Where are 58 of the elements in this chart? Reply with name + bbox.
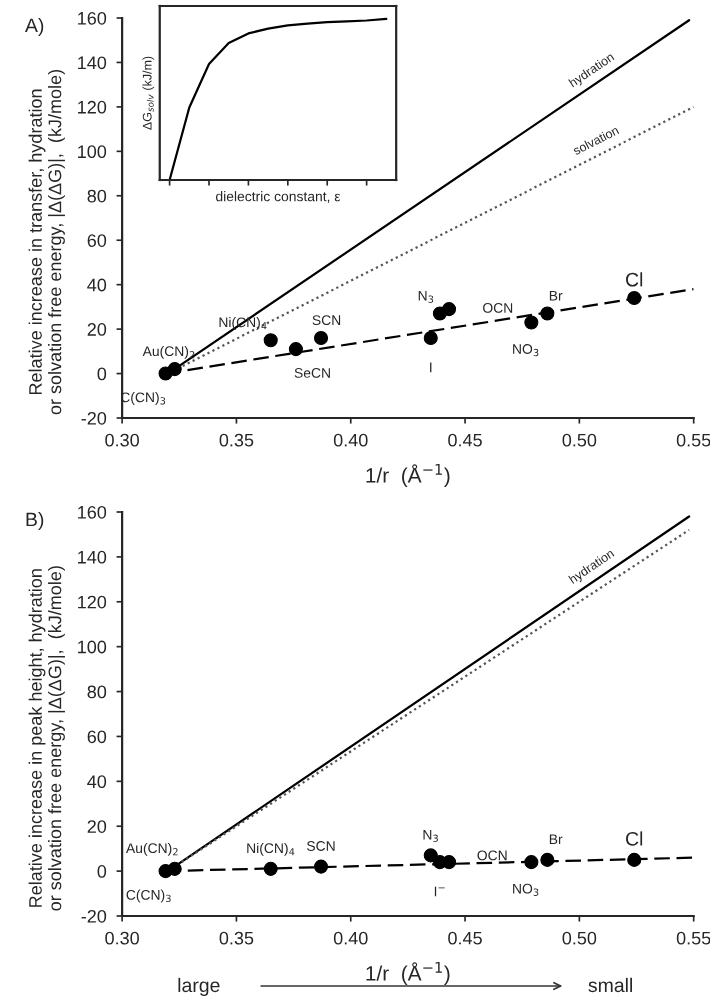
x-axis-title: 1/r (Å$^{−1}$) bbox=[366, 962, 450, 985]
annotation: Cl bbox=[626, 831, 643, 846]
x-tick-label: 0.35 bbox=[219, 433, 254, 447]
point bbox=[288, 342, 303, 357]
point bbox=[313, 330, 329, 346]
y-tick-label: 140 bbox=[78, 56, 107, 70]
y-tick-label: 60 bbox=[87, 730, 107, 744]
y-tick-label: 160 bbox=[78, 11, 107, 25]
y-tick-label: -20 bbox=[81, 909, 107, 923]
x-tick-label: 0.30 bbox=[105, 433, 139, 447]
y-axis-title: Relative increase in transfer, hydration or solvation free energy, |Δ(ΔG)|, (kJ/mole) bbox=[28, 69, 65, 415]
point bbox=[263, 333, 278, 348]
chart-title: B) bbox=[26, 512, 44, 531]
x-axis-title: 1/r (Å$^{−1}$) bbox=[366, 464, 450, 487]
point bbox=[167, 861, 182, 876]
point bbox=[540, 306, 555, 321]
text: large bbox=[178, 977, 220, 996]
x-tick-label: 0.55 bbox=[676, 433, 710, 447]
y-tick-label: 120 bbox=[78, 100, 107, 114]
x-tick-label: 0.40 bbox=[333, 931, 368, 945]
x-tick-label: 0.45 bbox=[448, 433, 482, 447]
x-tick-label: 0.55 bbox=[676, 931, 710, 945]
y-tick-label: 0 bbox=[97, 865, 107, 878]
y-tick-label: 80 bbox=[87, 685, 107, 699]
point bbox=[540, 852, 555, 867]
x-tick-label: 0.35 bbox=[219, 931, 254, 945]
point bbox=[442, 302, 457, 317]
x-tick-label: 0.45 bbox=[448, 931, 482, 945]
y-tick-label: -20 bbox=[81, 411, 107, 425]
point bbox=[627, 852, 642, 867]
y-tick-label: 40 bbox=[87, 775, 107, 789]
x-tick-label: 0.30 bbox=[105, 931, 139, 945]
y-tick-label: 20 bbox=[87, 323, 107, 336]
y-tick-label: 100 bbox=[78, 145, 107, 159]
point bbox=[442, 855, 457, 870]
x-tick-label: 0.40 bbox=[333, 433, 368, 447]
point bbox=[263, 861, 278, 876]
y-tick-label: 0 bbox=[97, 367, 107, 381]
y-tick-label: 20 bbox=[87, 820, 107, 833]
y-tick-label: 140 bbox=[78, 550, 107, 564]
y-tick-label: 60 bbox=[87, 234, 107, 247]
point bbox=[313, 859, 329, 874]
y-tick-label: 160 bbox=[78, 505, 107, 519]
point bbox=[627, 290, 642, 306]
y-tick-label: 120 bbox=[78, 595, 107, 609]
y-tick-label: 100 bbox=[78, 640, 107, 654]
annotation: Cl bbox=[626, 272, 643, 287]
point bbox=[423, 330, 438, 346]
y-axis-title: Relative increase in peak height, hydration or solvation free energy, |Δ(ΔG)|, (kJ/mole) bbox=[28, 566, 65, 911]
x-tick-label: 0.50 bbox=[562, 931, 597, 945]
x-tick-label: 0.50 bbox=[562, 433, 597, 447]
point bbox=[524, 855, 539, 870]
point bbox=[167, 362, 182, 377]
y-tick-label: 80 bbox=[87, 189, 107, 203]
text: small bbox=[588, 977, 632, 993]
y-tick-label: 40 bbox=[87, 278, 107, 292]
chart-title: A) bbox=[25, 18, 44, 37]
point bbox=[524, 315, 539, 330]
